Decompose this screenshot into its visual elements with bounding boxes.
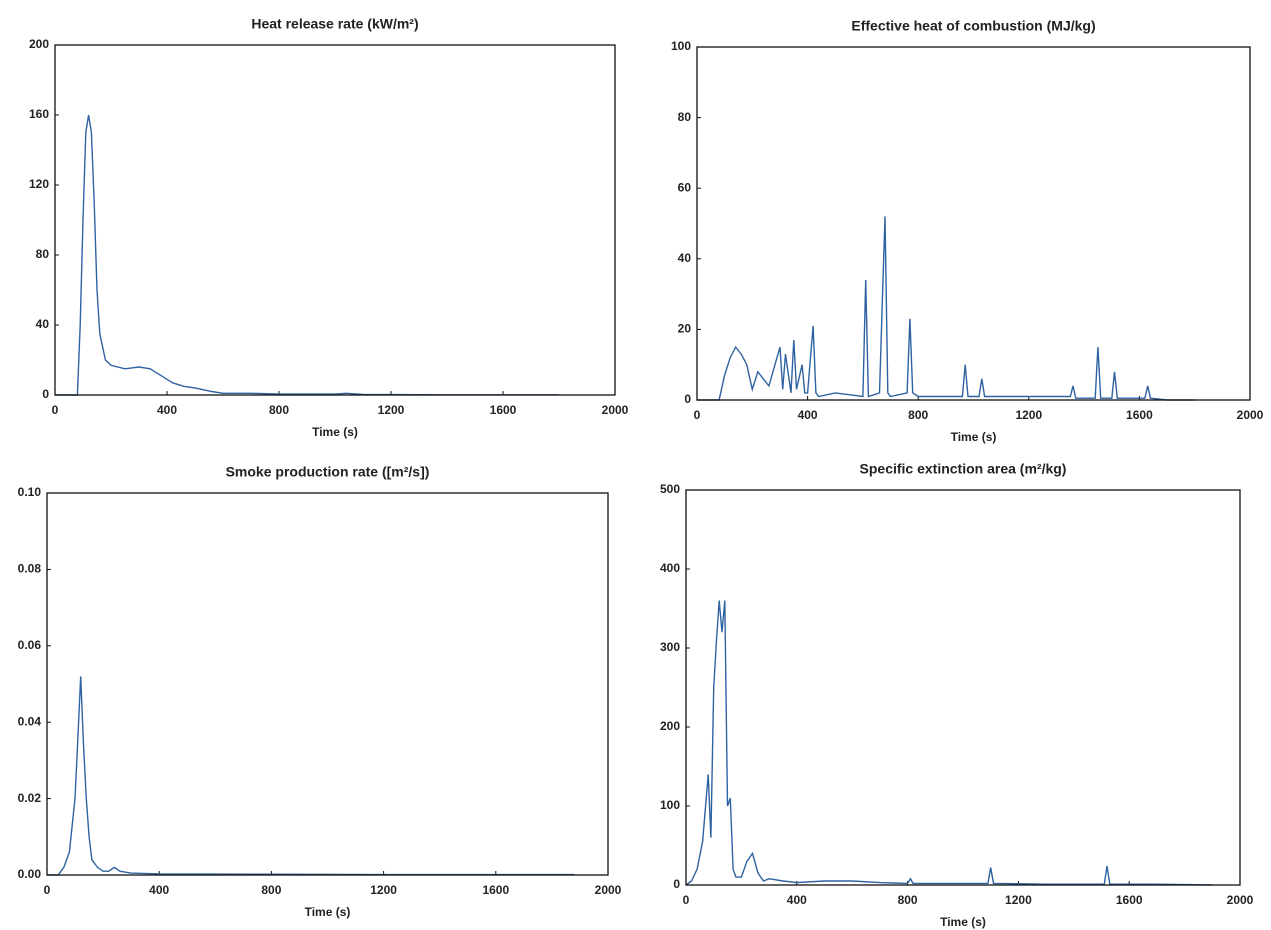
y-tick-label: 0.10 <box>18 485 42 499</box>
chart-title: Heat release rate (kW/m²) <box>251 16 418 32</box>
y-tick-label: 0 <box>42 387 49 401</box>
x-tick-label: 0 <box>694 408 701 422</box>
data-line <box>685 600 1213 886</box>
y-tick-label: 100 <box>660 798 680 812</box>
x-tick-label: 400 <box>157 403 177 417</box>
x-tick-label: 1600 <box>1116 893 1143 907</box>
y-tick-label: 200 <box>29 37 49 51</box>
x-tick-label: 1600 <box>482 883 509 897</box>
x-tick-label: 1600 <box>490 403 517 417</box>
x-axis-label: Time (s) <box>305 905 351 919</box>
y-tick-label: 40 <box>36 317 50 331</box>
y-tick-label: 0.06 <box>18 638 42 652</box>
y-tick-label: 20 <box>678 322 692 336</box>
y-tick-label: 0.02 <box>18 791 42 805</box>
chart-title: Effective heat of combustion (MJ/kg) <box>851 18 1095 34</box>
y-tick-label: 200 <box>660 719 680 733</box>
x-tick-label: 1200 <box>1005 893 1032 907</box>
y-tick-label: 80 <box>678 110 692 124</box>
plot-frame <box>46 492 609 876</box>
x-tick-label: 800 <box>898 893 918 907</box>
x-tick-label: 800 <box>261 883 281 897</box>
y-tick-label: 160 <box>29 107 49 121</box>
x-tick-label: 1600 <box>1126 408 1153 422</box>
y-tick-label: 80 <box>36 247 50 261</box>
x-tick-label: 800 <box>908 408 928 422</box>
x-tick-label: 0 <box>683 893 690 907</box>
x-axis-label: Time (s) <box>951 430 997 444</box>
x-tick-label: 1200 <box>1015 408 1042 422</box>
y-tick-label: 0 <box>673 877 680 891</box>
x-tick-label: 400 <box>787 893 807 907</box>
y-tick-label: 400 <box>660 561 680 575</box>
x-tick-label: 0 <box>52 403 59 417</box>
x-tick-label: 800 <box>269 403 289 417</box>
plot-frame <box>685 489 1241 886</box>
chart-title: Specific extinction area (m²/kg) <box>860 461 1067 477</box>
y-tick-label: 300 <box>660 640 680 654</box>
data-line <box>47 676 575 876</box>
plot-frame <box>54 44 616 396</box>
y-tick-label: 100 <box>671 39 691 53</box>
x-tick-label: 400 <box>798 408 818 422</box>
y-tick-label: 0 <box>684 392 691 406</box>
x-tick-label: 400 <box>149 883 169 897</box>
data-line <box>55 114 559 396</box>
y-tick-label: 0.00 <box>18 867 42 881</box>
x-tick-label: 2000 <box>1227 893 1254 907</box>
y-tick-label: 0.04 <box>18 714 42 728</box>
y-tick-label: 0.08 <box>18 562 42 576</box>
x-tick-label: 2000 <box>595 883 622 897</box>
x-axis-label: Time (s) <box>940 915 986 929</box>
x-tick-label: 2000 <box>1237 408 1264 422</box>
plot-frame <box>696 46 1251 401</box>
data-line <box>697 216 1195 401</box>
x-tick-label: 2000 <box>602 403 629 417</box>
x-tick-label: 0 <box>44 883 51 897</box>
y-tick-label: 500 <box>660 482 680 496</box>
y-tick-label: 60 <box>678 180 692 194</box>
chart-title: Smoke production rate ([m²/s]) <box>226 464 430 480</box>
y-tick-label: 40 <box>678 251 692 265</box>
y-tick-label: 120 <box>29 177 49 191</box>
x-tick-label: 1200 <box>378 403 405 417</box>
x-axis-label: Time (s) <box>312 425 358 439</box>
x-tick-label: 1200 <box>370 883 397 897</box>
